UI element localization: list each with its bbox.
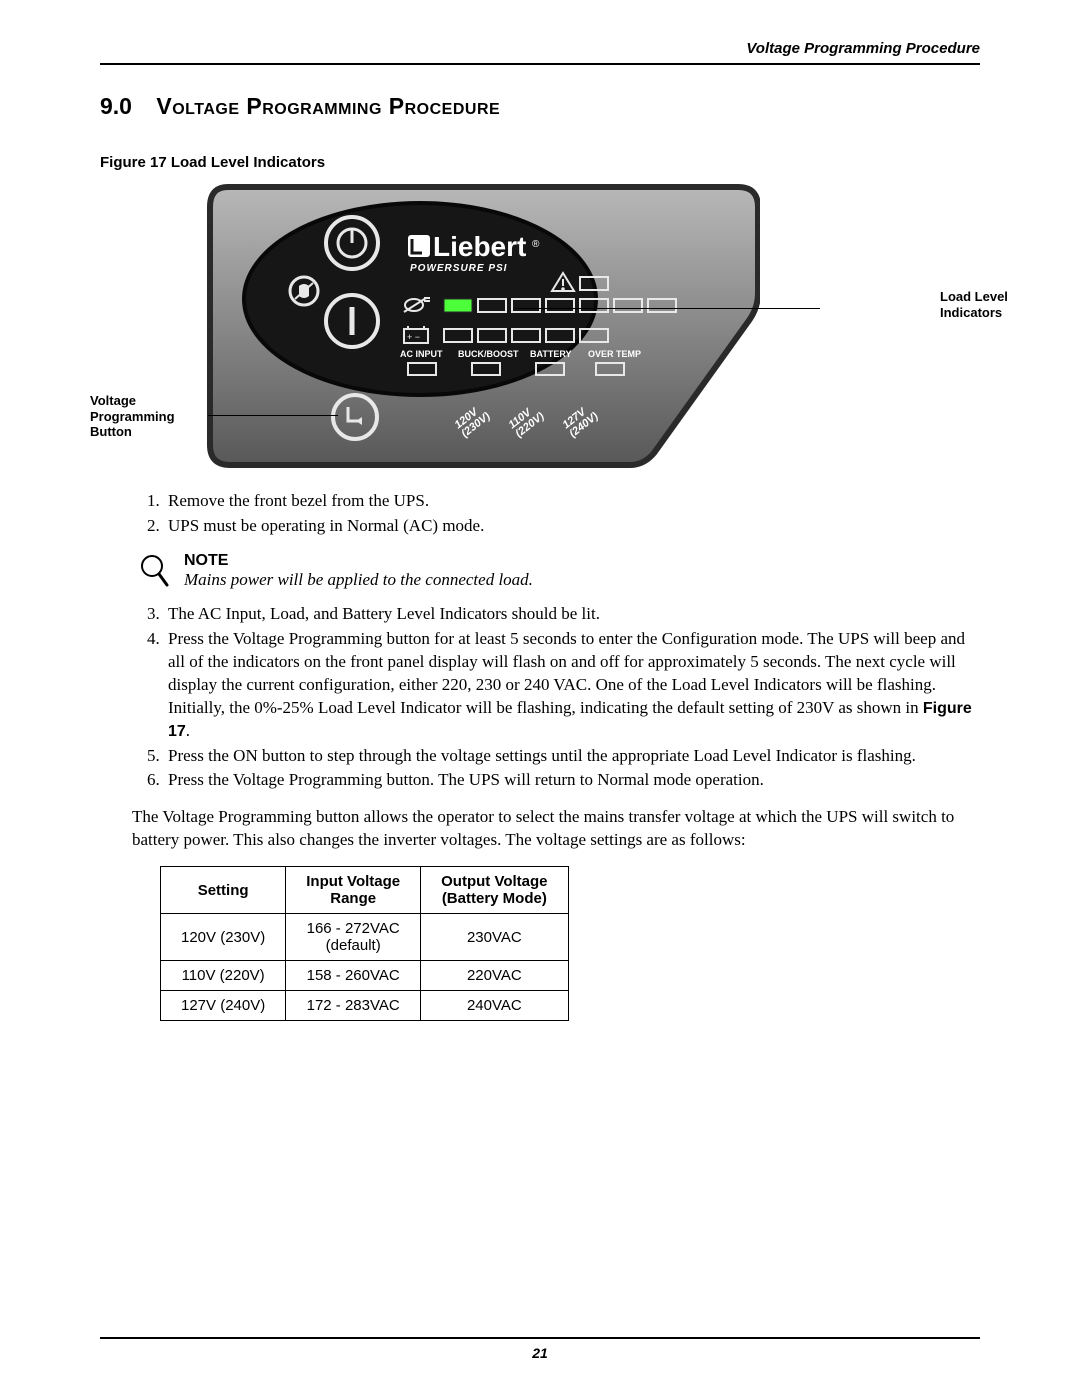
load-led-1 — [444, 299, 472, 312]
figure-caption: Figure 17 Load Level Indicators — [100, 154, 980, 171]
table-cell: 220VAC — [421, 961, 568, 991]
table-cell: 120V (230V) — [161, 914, 286, 961]
note-title: NOTE — [184, 552, 228, 569]
rule-bottom — [100, 1337, 980, 1339]
section-heading: 9.0 Voltage Programming Procedure — [100, 93, 980, 120]
callout-text: Button — [90, 424, 132, 439]
magnifier-icon — [140, 554, 170, 593]
rule-top — [100, 63, 980, 65]
callout-text: Indicators — [940, 305, 1002, 320]
steps-list-a: Remove the front bezel from the UPS. UPS… — [164, 490, 980, 538]
table-cell: 158 - 260VAC — [286, 961, 421, 991]
note-block: NOTE Mains power will be applied to the … — [140, 552, 980, 593]
voltage-table: Setting Input VoltageRange Output Voltag… — [160, 866, 569, 1021]
running-header: Voltage Programming Procedure — [100, 40, 980, 57]
steps-list-b: The AC Input, Load, and Battery Level In… — [164, 603, 980, 793]
table-row: 120V (230V) 166 - 272VAC(default) 230VAC — [161, 914, 569, 961]
callout-text: Load Level — [940, 289, 1008, 304]
svg-text:Liebert: Liebert — [433, 231, 526, 262]
table-header: Setting — [161, 867, 286, 914]
figure-diagram: Voltage Programming Button Load Level In… — [200, 181, 960, 476]
table-header: Input VoltageRange — [286, 867, 421, 914]
table-cell: 127V (240V) — [161, 991, 286, 1021]
callout-text: Voltage — [90, 393, 136, 408]
table-cell: 166 - 272VAC(default) — [286, 914, 421, 961]
table-row: 110V (220V) 158 - 260VAC 220VAC — [161, 961, 569, 991]
footer: 21 — [100, 1337, 980, 1361]
note-text: Mains power will be applied to the conne… — [184, 570, 533, 589]
table-cell: 230VAC — [421, 914, 568, 961]
section-title: Voltage Programming Procedure — [156, 93, 500, 119]
callout-leader-line — [208, 415, 338, 416]
svg-text:BATTERY: BATTERY — [530, 349, 572, 359]
svg-text:BUCK/BOOST: BUCK/BOOST — [458, 349, 519, 359]
section-number: 9.0 — [100, 93, 132, 119]
table-row: 127V (240V) 172 - 283VAC 240VAC — [161, 991, 569, 1021]
callout-load-level: Load Level Indicators — [940, 289, 1040, 320]
list-item: Press the Voltage Programming button for… — [164, 628, 980, 743]
list-item: Press the Voltage Programming button. Th… — [164, 769, 980, 792]
svg-text:AC INPUT: AC INPUT — [400, 349, 443, 359]
list-item: UPS must be operating in Normal (AC) mod… — [164, 515, 980, 538]
svg-text:OVER TEMP: OVER TEMP — [588, 349, 641, 359]
callout-leader-line — [515, 308, 820, 309]
page-number: 21 — [100, 1345, 980, 1361]
table-cell: 172 - 283VAC — [286, 991, 421, 1021]
table-cell: 240VAC — [421, 991, 568, 1021]
paragraph: The Voltage Programming button allows th… — [132, 806, 980, 852]
table-cell: 110V (220V) — [161, 961, 286, 991]
list-item: Remove the front bezel from the UPS. — [164, 490, 980, 513]
step-text: Press the Voltage Programming button for… — [168, 629, 965, 717]
svg-text:POWERSURE PSI: POWERSURE PSI — [410, 263, 507, 274]
ups-panel-svg: Liebert ® POWERSURE PSI — [200, 181, 760, 471]
svg-text:+ −: + − — [407, 332, 420, 342]
callout-voltage-prog-button: Voltage Programming Button — [90, 393, 210, 440]
svg-text:®: ® — [532, 239, 540, 250]
list-item: Press the ON button to step through the … — [164, 745, 980, 768]
list-item: The AC Input, Load, and Battery Level In… — [164, 603, 980, 626]
table-header: Output Voltage(Battery Mode) — [421, 867, 568, 914]
callout-text: Programming — [90, 409, 175, 424]
